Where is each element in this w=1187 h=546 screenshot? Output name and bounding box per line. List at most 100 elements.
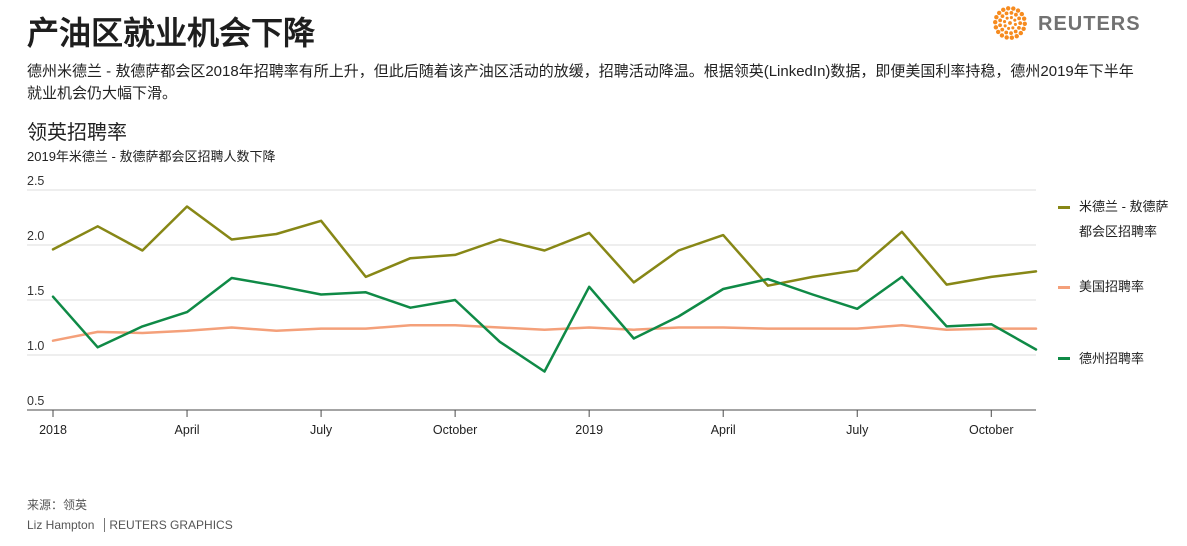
y-tick-label: 2.5 [27,174,44,188]
data-point-midland-odessa [676,248,682,254]
data-point-texas [363,289,369,295]
data-point-texas [407,305,413,311]
y-tick-label: 2.0 [27,229,44,243]
data-point-texas [50,294,56,300]
data-point-us [50,338,56,344]
data-point-texas [944,323,950,329]
data-point-texas [676,314,682,320]
data-point-texas [631,336,637,342]
data-point-texas [95,344,101,350]
data-point-us [184,328,190,334]
page-description: 德州米德兰 - 敖德萨都会区2018年招聘率有所上升，但此后随着该产油区活动的放… [27,63,1134,102]
legend-swatch-texas [1058,357,1070,360]
data-point-texas [720,286,726,292]
x-tick-label: October [433,423,477,437]
brand-wordmark: REUTERS [1038,13,1141,35]
data-point-us [497,325,503,331]
data-point-texas [810,292,816,298]
data-point-texas [452,297,458,303]
data-point-us [139,330,145,336]
data-point-us [899,322,905,328]
data-point-us [318,326,324,332]
source-note: 来源：领英 [27,498,88,512]
data-point-us [810,326,816,332]
credit-author: Liz Hampton [27,518,95,532]
x-tick-label: April [175,423,200,437]
data-point-texas [273,283,279,289]
data-point-midland-odessa [318,218,324,224]
data-point-midland-odessa [95,223,101,229]
data-point-us [765,326,771,332]
chart-title: 领英招聘率 [27,122,127,144]
data-point-texas [765,276,771,282]
data-point-us [1033,326,1039,332]
data-point-texas [184,309,190,315]
data-point-texas [899,274,905,280]
data-point-us [586,325,592,331]
data-point-midland-odessa [720,232,726,238]
legend-label-us: 美国招聘率 [1079,279,1145,294]
y-tick-label: 1.0 [27,339,44,353]
data-point-midland-odessa [854,267,860,273]
data-point-us [407,322,413,328]
data-point-texas [497,339,503,345]
y-tick-label: 0.5 [27,394,44,408]
data-point-midland-odessa [50,246,56,252]
data-point-us [720,325,726,331]
data-point-texas [542,369,548,375]
data-point-us [631,327,637,333]
data-point-texas [854,306,860,312]
data-point-us [542,327,548,333]
data-point-texas [318,292,324,298]
data-point-texas [586,284,592,290]
credit-line: Liz Hampton REUTERS GRAPHICS [27,517,233,533]
data-point-midland-odessa [899,229,905,235]
data-point-midland-odessa [1033,268,1039,274]
y-tick-label: 1.5 [27,284,44,298]
data-point-midland-odessa [765,283,771,289]
data-point-us [363,326,369,332]
chart-subtitle: 2019年米德兰 - 敖德萨都会区招聘人数下降 [27,149,276,164]
reuters-logo-icon [993,6,1027,40]
data-point-midland-odessa [273,231,279,237]
data-point-midland-odessa [497,237,503,243]
data-point-midland-odessa [407,255,413,261]
data-point-midland-odessa [944,282,950,288]
data-point-us [676,325,682,331]
data-point-midland-odessa [542,248,548,254]
data-point-midland-odessa [586,230,592,236]
series-line-midland-odessa [51,205,1038,287]
data-point-us [854,326,860,332]
x-tick-label: April [711,423,736,437]
data-point-texas [229,275,235,281]
data-point-texas [139,323,145,329]
legend-swatch-midland-odessa [1058,206,1070,209]
page-title: 产油区就业机会下降 [27,15,316,51]
data-point-midland-odessa [139,248,145,254]
data-point-us [95,329,101,335]
x-tick-label: July [310,423,333,437]
series-line-us [51,324,1038,342]
data-point-texas [988,321,994,327]
data-point-midland-odessa [452,252,458,258]
x-tick-label: October [969,423,1013,437]
x-tick-label: 2018 [39,423,67,437]
data-point-midland-odessa [631,279,637,285]
data-point-midland-odessa [229,237,235,243]
data-point-us [273,328,279,334]
x-tick-label: July [846,423,869,437]
data-point-midland-odessa [184,204,190,210]
credit-org: REUTERS GRAPHICS [104,518,233,532]
legend-label-midland-odessa: 米德兰 - 敖德萨都会区招聘率 [1079,199,1169,239]
series-line-texas [51,275,1038,373]
legend-label-texas: 德州招聘率 [1079,351,1145,366]
data-point-midland-odessa [988,274,994,280]
legend-swatch-us [1058,286,1070,289]
data-point-us [229,325,235,331]
data-point-texas [1033,347,1039,353]
data-point-us [452,322,458,328]
x-tick-label: 2019 [575,423,603,437]
data-point-midland-odessa [810,274,816,280]
data-point-midland-odessa [363,274,369,280]
